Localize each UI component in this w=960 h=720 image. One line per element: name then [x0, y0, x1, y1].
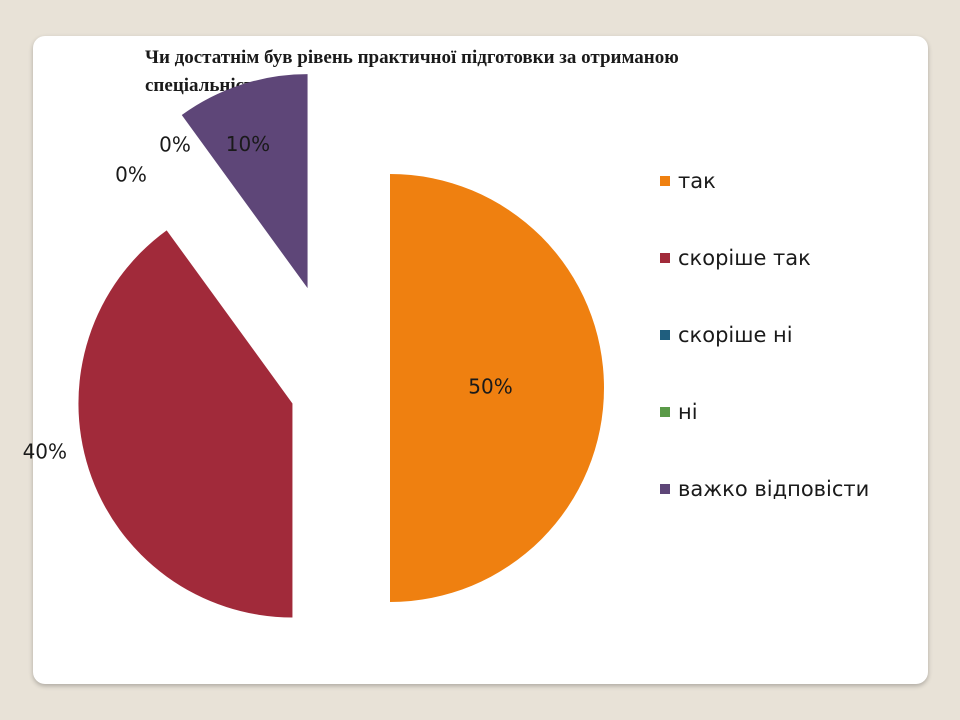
legend-item-2: скоріше так: [660, 219, 869, 296]
pie-data-label-3: 0%: [115, 163, 147, 187]
legend-label: скоріше так: [678, 245, 811, 270]
pie-data-labels: 50% 40% 0% 0% 10%: [23, 132, 513, 464]
pie-data-label-1: 50%: [468, 375, 512, 399]
pie-data-label-4: 0%: [159, 133, 191, 157]
legend-swatch: [660, 329, 670, 340]
pie-slice-2: [78, 230, 293, 618]
legend: так скоріше так скоріше ні ні важко відповіс…: [660, 162, 869, 547]
legend-item-1: так: [660, 142, 869, 219]
legend-label: так: [678, 168, 716, 193]
legend-item-3: скоріше ні: [660, 296, 869, 373]
legend-item-5: важко відповісти: [660, 450, 869, 527]
legend-label: важко відповісти: [678, 476, 870, 501]
legend-label: ні: [678, 399, 698, 424]
pie-slice-1: [390, 174, 604, 602]
pie-data-label-5: 10%: [226, 132, 270, 156]
legend-swatch: [660, 175, 670, 186]
pie-slice-5: [181, 74, 308, 289]
legend-swatch: [660, 483, 670, 494]
legend-item-4: ні: [660, 373, 869, 450]
pie-slices: [78, 74, 604, 618]
legend-swatch: [660, 406, 670, 417]
legend-swatch: [660, 252, 670, 263]
legend-label: скоріше ні: [678, 322, 793, 347]
pie-data-label-2: 40%: [23, 440, 67, 464]
